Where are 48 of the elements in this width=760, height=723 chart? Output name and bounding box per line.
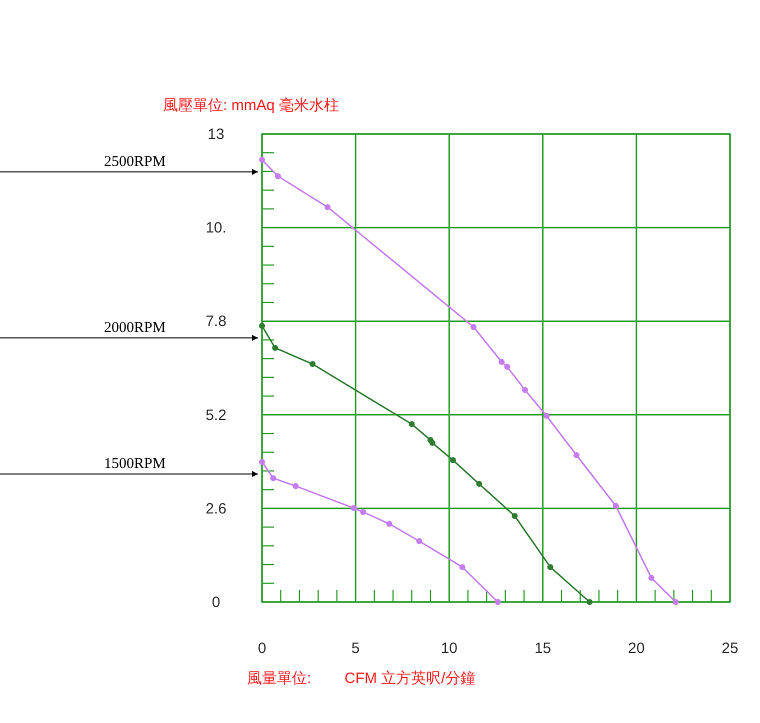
point [547, 564, 554, 570]
point [270, 475, 276, 482]
y-tick-label: 0 [212, 594, 220, 611]
point [476, 480, 482, 487]
point [408, 421, 415, 428]
point [429, 440, 436, 446]
x-axis-title: 風量單位: CFM 立方英呎/分鐘 [247, 670, 476, 687]
point [504, 364, 510, 370]
point [459, 564, 466, 570]
point [386, 520, 392, 527]
y-tick-label: 7.8 [206, 313, 226, 330]
point [259, 156, 265, 163]
point [522, 386, 528, 393]
point [612, 502, 619, 509]
point [259, 322, 265, 329]
point [544, 412, 550, 419]
x-tick-label: 5 [351, 640, 360, 657]
point [450, 457, 456, 464]
text: 1500RPM [104, 456, 166, 472]
point [586, 599, 593, 605]
point [672, 599, 679, 605]
point [350, 505, 357, 512]
x-tick-label: 15 [534, 640, 552, 657]
y-tick-label: 10. [206, 220, 226, 237]
point [470, 324, 477, 330]
x-tick-label: 25 [722, 640, 738, 657]
y-tick-label: 2.6 [206, 500, 226, 518]
point [512, 512, 518, 519]
y-tick-label: 5.2 [206, 406, 226, 424]
point [292, 483, 299, 490]
text: 2500RPM [104, 154, 166, 170]
point [360, 509, 366, 515]
point [498, 358, 505, 365]
text: 2000RPM [104, 320, 166, 336]
point [259, 458, 265, 465]
point [494, 599, 501, 605]
y-tick-label: 13 [208, 126, 224, 143]
y-axis-title: 風壓單位: mmAq 毫米水柱 [163, 97, 339, 114]
point [573, 452, 580, 458]
x-tick-label: 10 [440, 640, 458, 657]
x-tick-label: 20 [628, 640, 645, 657]
point [324, 204, 331, 210]
point [310, 361, 316, 368]
point [416, 538, 422, 544]
point [274, 173, 281, 180]
point [648, 574, 654, 581]
x-tick-label: 0 [258, 640, 266, 657]
point [272, 344, 278, 351]
